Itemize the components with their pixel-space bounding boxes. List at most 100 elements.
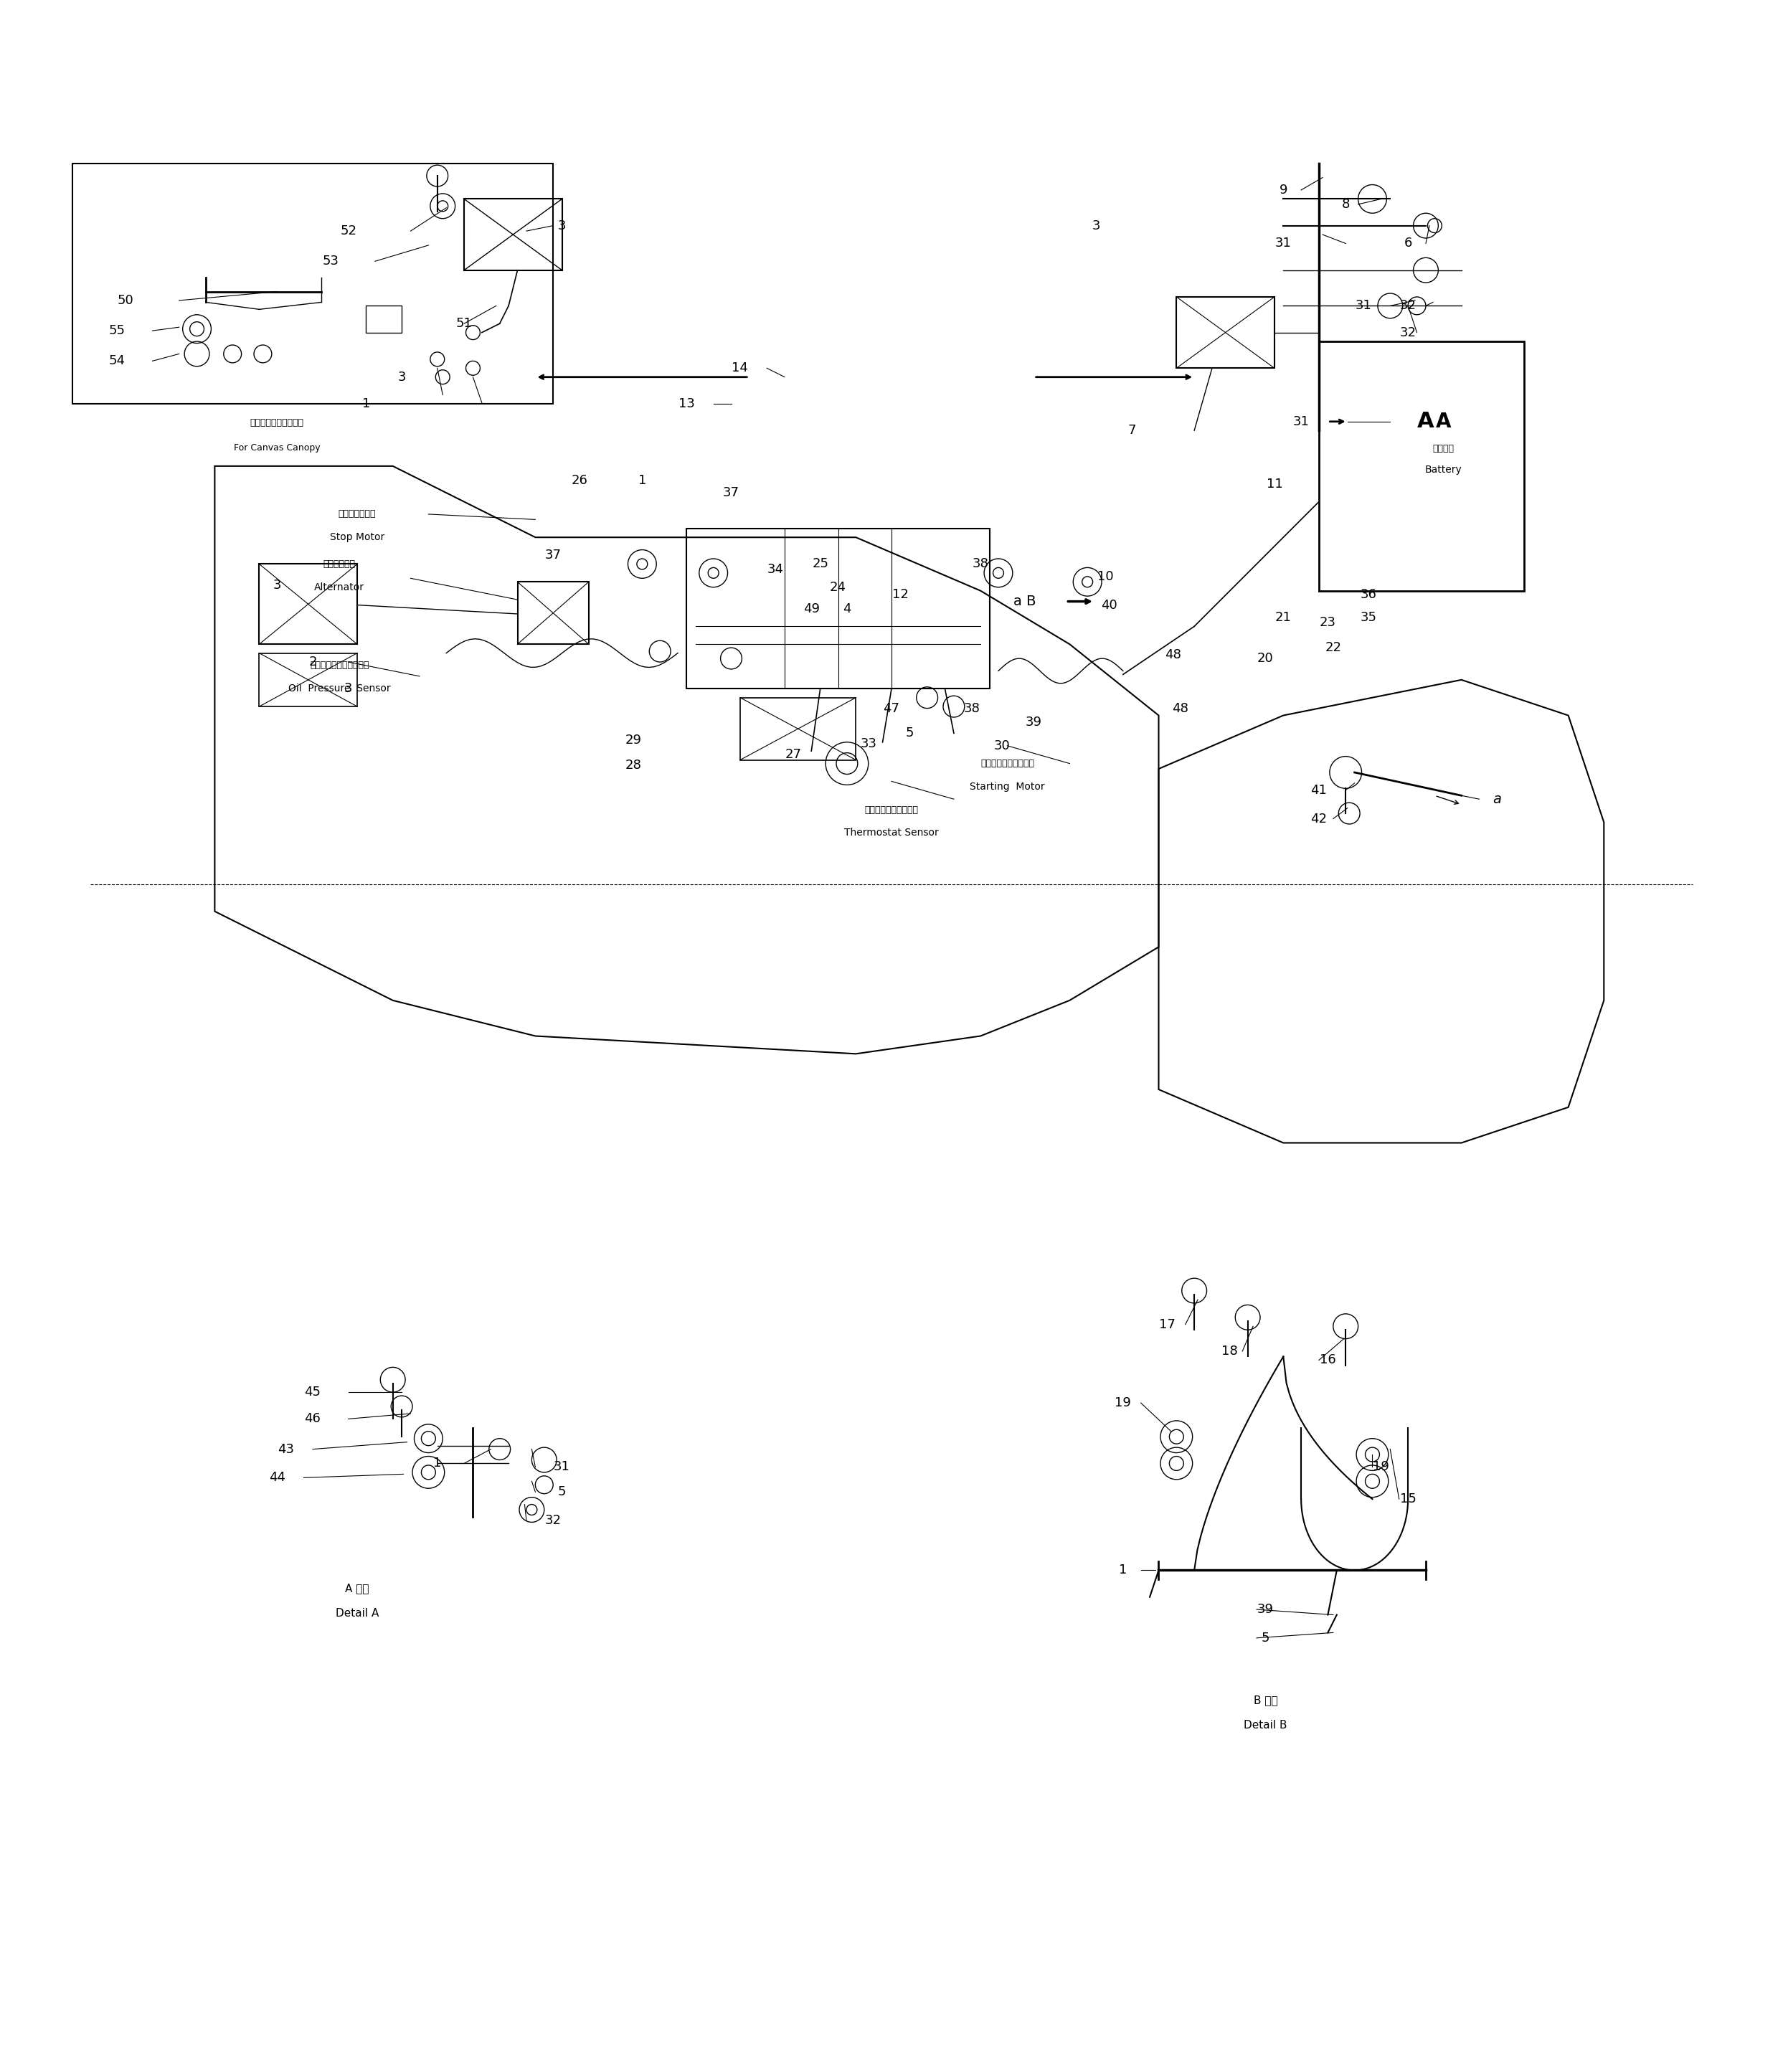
Text: 38: 38 xyxy=(963,702,981,715)
Text: Detail B: Detail B xyxy=(1245,1720,1287,1730)
Text: A 詳細: A 詳細 xyxy=(346,1583,369,1593)
Text: 4: 4 xyxy=(843,603,850,615)
Text: A: A xyxy=(1417,410,1434,431)
Text: 35: 35 xyxy=(1360,611,1376,624)
Text: 17: 17 xyxy=(1159,1318,1175,1330)
Text: 55: 55 xyxy=(109,325,125,338)
Text: 3: 3 xyxy=(1093,220,1100,232)
Text: Alternator: Alternator xyxy=(314,582,364,593)
Text: 7: 7 xyxy=(1129,425,1136,437)
Text: 5: 5 xyxy=(1261,1631,1269,1645)
Bar xyxy=(464,199,562,269)
Text: 47: 47 xyxy=(883,702,900,715)
Text: 2: 2 xyxy=(308,655,317,669)
Text: 38: 38 xyxy=(972,557,990,570)
Text: ストップモータ: ストップモータ xyxy=(339,510,376,518)
Text: 43: 43 xyxy=(278,1442,294,1457)
Text: 25: 25 xyxy=(811,557,829,570)
Text: 48: 48 xyxy=(1171,702,1187,715)
Text: 40: 40 xyxy=(1100,599,1116,611)
Text: 37: 37 xyxy=(546,549,562,562)
Text: 54: 54 xyxy=(109,354,125,367)
Text: Detail A: Detail A xyxy=(335,1608,378,1618)
Bar xyxy=(259,564,357,644)
Bar xyxy=(517,582,588,644)
Text: 14: 14 xyxy=(731,363,749,375)
Bar xyxy=(686,528,990,688)
Text: a: a xyxy=(1492,792,1501,806)
Text: 29: 29 xyxy=(626,733,642,746)
Text: 36: 36 xyxy=(1360,588,1376,601)
Text: 13: 13 xyxy=(679,398,695,410)
Text: a B: a B xyxy=(1015,595,1036,609)
Text: 6: 6 xyxy=(1403,236,1412,251)
Text: スターティングモータ: スターティングモータ xyxy=(981,758,1034,769)
Text: 53: 53 xyxy=(323,255,339,267)
Text: オイルプレッシャセンサ: オイルプレッシャセンサ xyxy=(310,661,369,669)
Bar xyxy=(740,698,856,760)
Text: 45: 45 xyxy=(305,1386,321,1399)
Text: 31: 31 xyxy=(555,1461,571,1473)
Bar xyxy=(259,653,357,707)
Text: 32: 32 xyxy=(1400,325,1416,340)
Text: 5: 5 xyxy=(906,727,913,740)
Text: 27: 27 xyxy=(785,748,802,760)
Text: 31: 31 xyxy=(1275,236,1291,251)
Text: 19: 19 xyxy=(1373,1461,1389,1473)
Text: 31: 31 xyxy=(1355,298,1371,313)
Text: 34: 34 xyxy=(767,564,785,576)
Text: 23: 23 xyxy=(1319,615,1335,630)
Text: 39: 39 xyxy=(1257,1604,1273,1616)
Text: 12: 12 xyxy=(892,588,909,601)
Bar xyxy=(1319,342,1524,591)
Text: 16: 16 xyxy=(1319,1353,1335,1368)
Text: 10: 10 xyxy=(1097,570,1113,582)
Text: 44: 44 xyxy=(269,1471,285,1484)
Text: 22: 22 xyxy=(1325,642,1341,655)
Text: 30: 30 xyxy=(993,740,1011,752)
Bar xyxy=(366,307,401,332)
Text: 37: 37 xyxy=(722,487,740,499)
Text: B 詳細: B 詳細 xyxy=(1253,1695,1278,1705)
Text: 20: 20 xyxy=(1257,653,1273,665)
Text: 3: 3 xyxy=(558,220,567,232)
Text: 8: 8 xyxy=(1341,197,1350,211)
Text: 26: 26 xyxy=(572,474,588,487)
Text: A: A xyxy=(1435,412,1451,431)
Text: 3: 3 xyxy=(398,371,407,383)
Text: Oil  Pressure  Sensor: Oil Pressure Sensor xyxy=(289,684,390,694)
Text: 31: 31 xyxy=(1293,414,1309,429)
Text: サーモスタットセンサ: サーモスタットセンサ xyxy=(865,806,918,814)
Text: 11: 11 xyxy=(1266,477,1282,491)
Text: Battery: Battery xyxy=(1425,464,1462,474)
Text: Starting  Motor: Starting Motor xyxy=(970,781,1045,792)
Text: 50: 50 xyxy=(118,294,134,307)
Text: 52: 52 xyxy=(341,224,357,238)
Text: 3: 3 xyxy=(344,682,353,696)
Text: オルタネータ: オルタネータ xyxy=(323,559,355,568)
Text: 5: 5 xyxy=(558,1486,567,1498)
Text: 42: 42 xyxy=(1311,812,1327,825)
Text: 32: 32 xyxy=(1400,298,1416,313)
Text: 1: 1 xyxy=(638,474,645,487)
Text: 49: 49 xyxy=(802,603,820,615)
Text: 46: 46 xyxy=(305,1413,321,1426)
Text: 32: 32 xyxy=(546,1515,562,1527)
Text: Stop Motor: Stop Motor xyxy=(330,533,385,543)
Text: 9: 9 xyxy=(1278,184,1287,197)
Text: 39: 39 xyxy=(1025,717,1043,729)
Text: 28: 28 xyxy=(626,758,642,771)
Bar xyxy=(1177,296,1275,369)
Text: バッテリ: バッテリ xyxy=(1434,443,1455,454)
Text: 1: 1 xyxy=(362,398,371,410)
Text: 33: 33 xyxy=(859,738,877,750)
Bar xyxy=(73,164,553,404)
Text: 24: 24 xyxy=(829,580,847,595)
Text: 48: 48 xyxy=(1164,649,1180,661)
Text: キャンバスキャノピ用: キャンバスキャノピ用 xyxy=(250,419,303,427)
Text: Thermostat Sensor: Thermostat Sensor xyxy=(845,829,938,837)
Text: 18: 18 xyxy=(1221,1345,1237,1357)
Text: 21: 21 xyxy=(1275,611,1291,624)
Text: 41: 41 xyxy=(1311,783,1327,796)
Text: For Canvas Canopy: For Canvas Canopy xyxy=(234,443,321,452)
